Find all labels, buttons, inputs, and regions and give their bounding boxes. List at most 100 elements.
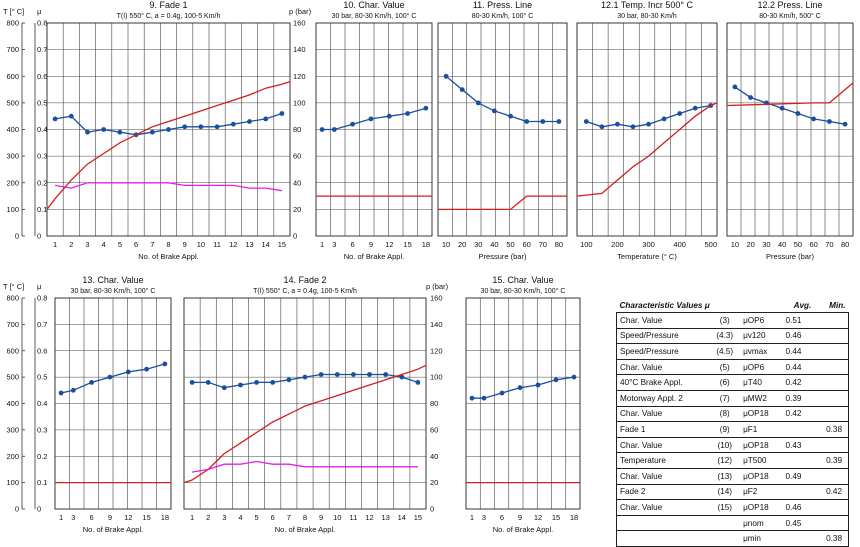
data-point [599,124,605,130]
x-tick-label: 9 [108,513,112,522]
data-point [85,129,90,135]
pressure-tick-label: 80 [293,125,301,134]
data-point [795,111,801,116]
temp-tick-label: 100 [6,478,19,487]
x-tick-label: 1 [53,240,57,249]
x-tick-label: 7 [287,513,291,522]
data-point [350,121,355,127]
data-point [263,116,269,122]
mu-tick-label: 0.3 [37,425,47,434]
data-point [443,73,449,79]
legend-code: (15) [709,499,741,516]
x-tick-label: 5 [255,513,259,522]
data-point [811,116,816,122]
series-line [46,80,291,210]
pressure-tick-label: 0 [430,505,434,514]
pressure-axis-unit: p (bar) [426,282,449,291]
data-point [162,361,168,367]
data-point [68,113,74,119]
legend-code: (13) [709,467,741,485]
plot-frame [46,22,291,237]
data-point [405,111,410,116]
legend-name: Fade 2 [616,483,710,501]
temp-tick-label: 400 [6,125,19,134]
x-tick-label: 15 [142,513,150,522]
x-tick-label: 8 [166,240,170,249]
legend-row: Char. Value (5) μOP6 0.44 [616,358,850,376]
temp-tick-label: 0 [15,505,19,514]
panel-title: 12.1 Temp. Incr 500° C [601,0,693,10]
legend-name [616,530,710,547]
x-tick-label: 5 [118,240,122,249]
legend-header-avg: Avg. [793,301,812,310]
data-point [334,372,340,377]
pressure-tick-label: 140 [293,45,306,54]
x-tick-label: 6 [500,513,504,522]
x-tick-label: 2 [206,513,210,522]
legend-row: Char. Value (3) μOP6 0.51 [616,312,850,329]
data-point [748,95,753,100]
data-point [415,380,421,385]
legend-sym: μF2 [740,483,783,501]
legend-sym: μOP18 [740,467,783,485]
plot-frame [183,297,427,510]
x-tick-label: 18 [570,513,578,522]
x-tick-label: 30 [474,240,482,249]
pressure-tick-label: 160 [293,19,306,28]
legend-avg [782,530,815,547]
legend-min [814,405,850,423]
x-tick-label: 11 [213,240,221,249]
legend-name: Char. Value [616,405,710,423]
legend-row: Char. Value (13) μOP18 0.49 [616,467,850,485]
legend-row: Char. Value (15) μOP18 0.46 [616,499,850,516]
x-tick-label: 30 [762,240,770,249]
legend-sym: μOP18 [740,436,783,454]
x-tick-label: 200 [611,240,624,249]
data-point [101,127,107,132]
mu-tick-label: 0.1 [37,478,47,487]
legend-avg: 0.44 [782,343,815,360]
x-tick-label: 60 [809,240,817,249]
pressure-tick-label: 100 [293,98,306,107]
data-point [399,374,405,380]
x-axis-label: No. of Brake Appl. [138,252,198,261]
legend-row: Motorway Appl. 2 (7) μMW2 0.39 [616,389,850,407]
x-axis-label: No. of Brake Appl. [275,525,335,534]
x-tick-label: 20 [458,240,466,249]
legend-row: μnom 0.45 [616,514,850,532]
x-tick-label: 13 [381,513,389,522]
series-line [734,86,846,125]
legend-row: Char. Value (10) μOP18 0.43 [616,436,850,454]
legend-code: (4.3) [709,327,741,345]
legend-code: (3) [709,312,741,329]
mu-axis-unit: μ [37,7,41,16]
legend-code: (8) [709,405,741,423]
x-tick-label: 9 [319,513,323,522]
data-point [198,124,204,130]
x-tick-label: 10 [197,240,205,249]
data-point [319,127,325,132]
legend-name: Speed/Pressure [616,343,710,360]
legend-name: Fade 1 [616,421,710,438]
x-tick-label: 3 [85,240,89,249]
data-point [469,395,475,401]
series-line [438,195,567,211]
legend-min [814,436,850,454]
x-tick-label: 9 [369,240,373,249]
panel-title: 14. Fade 2 [283,275,326,285]
legend-avg [782,452,815,469]
data-point [615,121,620,127]
x-tick-label: 4 [102,240,106,249]
legend-min: 0.38 [814,530,850,547]
temp-tick-label: 500 [6,373,19,382]
legend-min: 0.42 [814,483,850,501]
data-point [70,387,76,393]
panel-subtitle: T(I) 550° C, a = 0.4g, 100-5 Km/h [253,287,357,295]
plot-frame [437,22,568,237]
mu-tick-label: 0 [37,505,41,514]
x-tick-label: 80 [555,240,563,249]
temp-tick-label: 300 [6,152,19,161]
legend-avg: 0.46 [782,327,815,345]
temp-tick-label: 700 [6,45,19,54]
data-point [535,382,541,388]
